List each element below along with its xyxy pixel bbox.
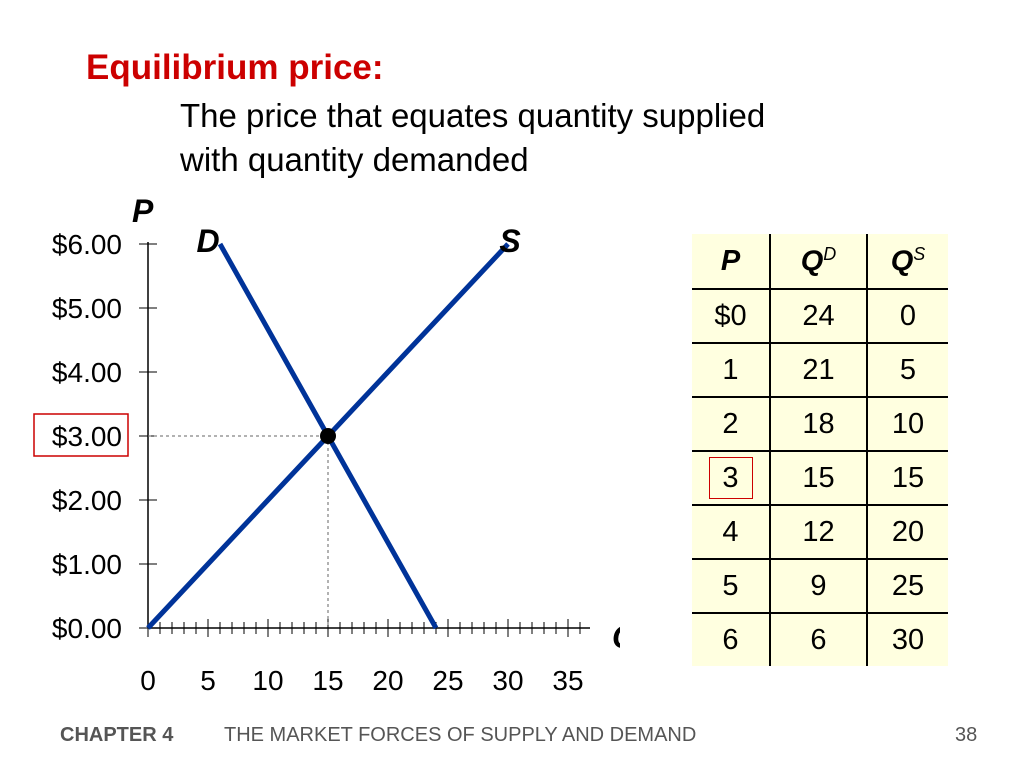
cell-value: 10: [891, 407, 925, 440]
table-row: 3 15 15: [692, 451, 948, 506]
table-row: 4 12 20: [692, 505, 948, 560]
cell-value: 5: [899, 353, 917, 386]
equilibrium-price-label-highlight: [33, 413, 129, 457]
x-tick-label: 30: [492, 665, 523, 696]
table-cell: 21: [770, 343, 868, 398]
cell-value: 9: [810, 569, 827, 602]
equilibrium-guides: [148, 435, 329, 628]
supply-label: S: [499, 223, 521, 259]
table-row: 5 9 25: [692, 559, 948, 614]
equilibrium-point: [320, 428, 336, 444]
table-cell: 12: [770, 505, 868, 560]
y-tick-label: $5.00: [52, 293, 122, 324]
table-row: $0 24 0: [692, 289, 948, 344]
table-cell: 30: [867, 613, 948, 666]
table-cell: 18: [770, 397, 868, 452]
slide-title: Equilibrium price:: [86, 48, 384, 87]
chart-series: [146, 242, 510, 630]
x-tick-label: 10: [252, 665, 283, 696]
table-cell: 15: [770, 451, 868, 506]
cell-value: 12: [802, 515, 835, 548]
table-cell: 6: [770, 613, 868, 666]
cell-value: $0: [714, 299, 747, 332]
table-cell: 2: [692, 397, 771, 452]
cell-value: 2: [722, 407, 739, 440]
y-tick-label: $2.00: [52, 485, 122, 516]
header-quantity-demanded: QD: [770, 234, 868, 290]
table-cell: 1: [692, 343, 771, 398]
x-axis-title: Q: [612, 619, 620, 655]
table-cell: 6: [692, 613, 771, 666]
header-price: P: [692, 234, 771, 290]
table-header-row: P QD QS: [692, 234, 948, 290]
cell-value: 15: [891, 461, 925, 494]
cell-value: 6: [810, 623, 827, 656]
cell-value: 21: [802, 353, 835, 386]
table-row: 6 6 30: [692, 613, 948, 666]
cell-value: 5: [722, 569, 739, 602]
y-tick-label: $6.00: [52, 229, 122, 260]
table-cell: 4: [692, 505, 771, 560]
table-cell: 9: [770, 559, 868, 614]
demand-label: D: [196, 223, 219, 259]
x-tick-label: 15: [312, 665, 343, 696]
y-tick-label: $1.00: [52, 549, 122, 580]
table-cell: 25: [867, 559, 948, 614]
definition-text: The price that equates quantity supplied…: [180, 94, 765, 182]
y-tick-label: $0.00: [52, 613, 122, 644]
definition-line-2: with quantity demanded: [180, 141, 529, 178]
table-row: 2 18 10: [692, 397, 948, 452]
table-cell: $0: [692, 289, 771, 344]
chart-axes: [139, 242, 590, 637]
cell-value: 30: [891, 623, 925, 656]
x-tick-label: 25: [432, 665, 463, 696]
table-cell: 3: [692, 451, 771, 506]
cell-value: 24: [802, 299, 835, 332]
y-tick-label: $4.00: [52, 357, 122, 388]
table-cell: 5: [867, 343, 948, 398]
y-tick-label: $3.00: [52, 421, 122, 452]
table-cell: 10: [867, 397, 948, 452]
footer-chapter: CHAPTER 4: [60, 724, 174, 746]
y-axis-title: P: [132, 193, 154, 229]
table-row: 1 21 5: [692, 343, 948, 398]
equilibrium-price-highlight: 3: [708, 457, 753, 499]
cell-value: 1: [722, 353, 739, 386]
supply-demand-chart: 0 5 10 15 20 25 30 35 $0.00 $1.00 $2.00 $3.00 $4.00 $…: [33, 193, 620, 696]
cell-value: 20: [891, 515, 925, 548]
table-cell: 0: [867, 289, 948, 344]
cell-value: 18: [802, 407, 835, 440]
cell-value: 25: [891, 569, 925, 602]
cell-value: 0: [899, 299, 917, 332]
x-tick-label: 5: [200, 665, 216, 696]
page-number: 38: [955, 724, 978, 746]
cell-value: 6: [722, 623, 739, 656]
definition-line-1: The price that equates quantity supplied: [180, 97, 766, 134]
footer-title: THE MARKET FORCES OF SUPPLY AND DEMAND: [224, 724, 697, 746]
x-tick-label: 35: [552, 665, 583, 696]
cell-value: 15: [802, 461, 835, 494]
header-quantity-supplied: QS: [867, 234, 948, 290]
table-cell: 20: [867, 505, 948, 560]
table-cell: 24: [770, 289, 868, 344]
chart-labels: 0 5 10 15 20 25 30 35 $0.00 $1.00 $2.00 $3.00 $4.00 $…: [33, 193, 620, 696]
x-tick-label: 0: [140, 665, 156, 696]
table-cell: 15: [867, 451, 948, 506]
cell-value: 4: [722, 515, 739, 548]
table-cell: 5: [692, 559, 771, 614]
schedule-table: P QD QS $0 24 0 1 21 5 2 18 10 3 15 15 4 12 20 5 9 25 6 6 30: [692, 234, 948, 666]
x-tick-label: 20: [372, 665, 403, 696]
